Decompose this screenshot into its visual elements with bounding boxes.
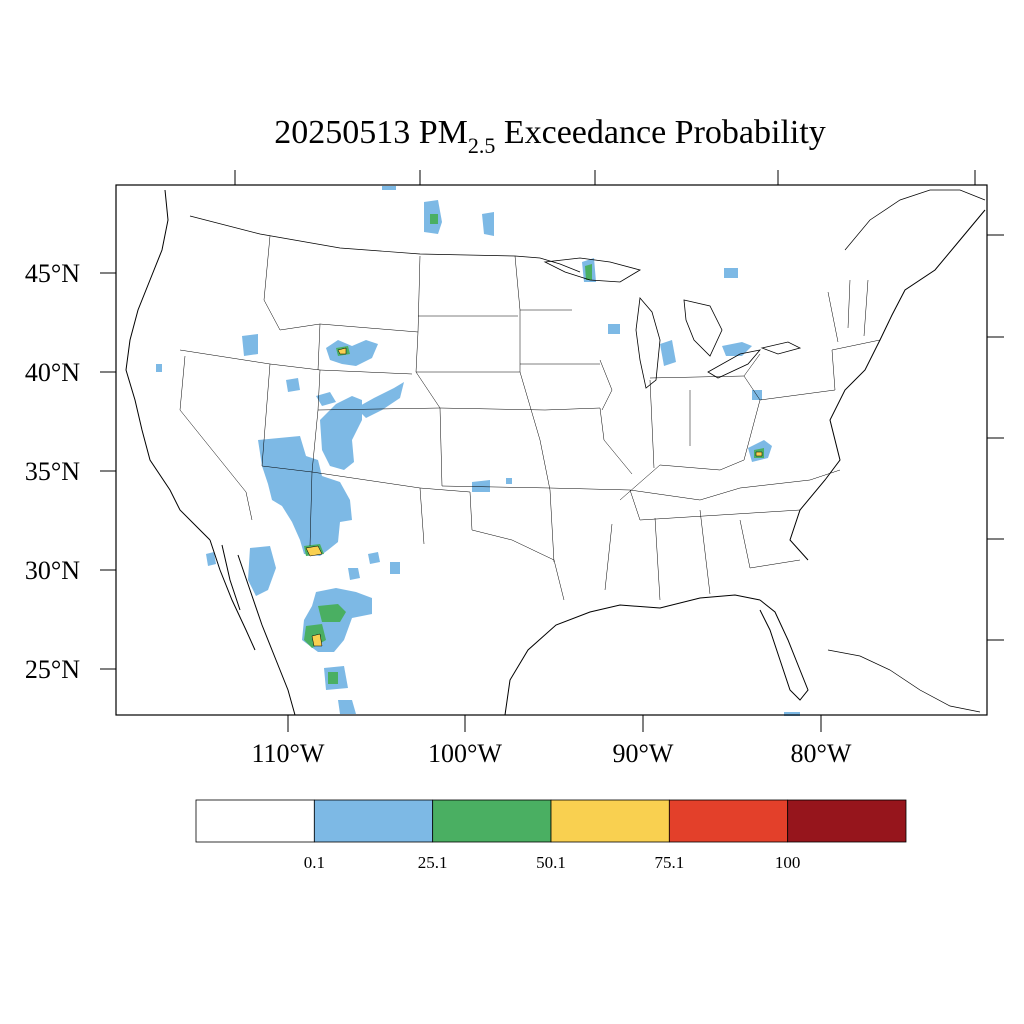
- blob-yellow-wv: [755, 451, 763, 457]
- top-ticks: [234, 170, 976, 185]
- blob-yellow-az: [305, 545, 323, 557]
- blob-ont-east: [724, 268, 738, 278]
- colorbar-swatch: [195, 799, 315, 843]
- state-lines-west: [179, 235, 443, 547]
- lake-erie-outline: [707, 349, 762, 379]
- blob-bigbend: [390, 562, 400, 574]
- colorbar-tick-label: 25.1: [418, 853, 448, 872]
- coast-atlantic: [789, 209, 986, 561]
- title-subscript: 2.5: [468, 133, 496, 158]
- blob-green-chih: [318, 604, 346, 622]
- map-outlines: [125, 189, 986, 716]
- blob-sinaloa: [338, 700, 356, 714]
- blob-baja: [206, 552, 216, 566]
- colorbar-swatch: [668, 799, 789, 843]
- colorbar-swatch: [432, 799, 552, 843]
- lat-labels: 45°N 40°N 35°N 30°N 25°N: [25, 259, 80, 684]
- blob-mi: [660, 340, 676, 366]
- blob-az-nm: [258, 436, 352, 556]
- lake-superior: [543, 257, 642, 283]
- colorbar-swatch: [313, 799, 434, 843]
- lat-label-40: 40°N: [25, 358, 80, 387]
- blob-ok: [472, 480, 490, 492]
- lat-label-30: 30°N: [25, 556, 80, 585]
- coast-gulf: [504, 594, 761, 716]
- blob-ks-ne: [506, 478, 512, 484]
- prob-high-areas: [305, 347, 763, 647]
- blob-nm-south: [368, 552, 380, 564]
- state-lines-east: [649, 279, 881, 469]
- blob-tx-west: [348, 568, 360, 580]
- title-suffix: Exceedance Probability: [495, 114, 825, 151]
- coast-pacific: [125, 189, 211, 541]
- colorbar-tick-label: 0.1: [304, 853, 325, 872]
- state-lines-central: [520, 309, 841, 601]
- coast-mexico-west: [237, 554, 296, 716]
- blob-ont-2: [482, 212, 494, 236]
- islands-cuba: [827, 649, 981, 713]
- blob-yellow-wy: [337, 347, 347, 355]
- lon-label-90: 90°W: [613, 739, 674, 768]
- blob-wy-streak: [356, 382, 404, 418]
- bottom-ticks: [287, 715, 822, 732]
- colorbar-tick-label: 75.1: [654, 853, 684, 872]
- blob-pa: [752, 390, 762, 400]
- coast-baja: [209, 539, 256, 651]
- probability-contours: [156, 186, 800, 716]
- colorbar-swatch: [550, 799, 670, 843]
- coast-canada-ne: [844, 189, 986, 251]
- blob-co-nm: [320, 396, 362, 470]
- state-lines-plains: [415, 255, 555, 563]
- colorbar: 0.1 25.1 50.1 75.1 100: [195, 799, 907, 872]
- figure-title: 20250513 PM2.5 Exceedance Probability: [274, 114, 826, 158]
- title-prefix: 20250513 PM: [274, 114, 468, 151]
- colorbar-tick-label: 50.1: [536, 853, 566, 872]
- lake-michigan: [635, 297, 661, 389]
- lat-label-25: 25°N: [25, 655, 80, 684]
- blob-lake-erie: [722, 342, 752, 356]
- blob-ont-3: [382, 186, 396, 190]
- lon-label-100: 100°W: [428, 739, 502, 768]
- blob-nv: [286, 378, 300, 392]
- blob-green-mn: [585, 264, 592, 280]
- lat-label-35: 35°N: [25, 457, 80, 486]
- lake-huron: [683, 299, 723, 357]
- lon-label-80: 80°W: [791, 739, 852, 768]
- blob-mx-sonora: [248, 546, 276, 596]
- colorbar-swatch: [787, 799, 907, 843]
- state-lines-south: [604, 459, 801, 601]
- coast-florida: [759, 599, 809, 701]
- blob-pac: [156, 364, 162, 372]
- left-ticks: [100, 272, 116, 670]
- map-frame: [115, 184, 988, 716]
- lat-label-45: 45°N: [25, 259, 80, 288]
- lon-label-110: 110°W: [252, 739, 325, 768]
- blob-ut: [316, 392, 336, 406]
- blob-wi: [608, 324, 620, 334]
- blob-wy: [326, 340, 378, 366]
- blob-id: [242, 334, 258, 356]
- state-boundaries: [179, 235, 881, 601]
- blob-green-ont: [430, 214, 438, 224]
- prob-low-areas: [156, 186, 800, 716]
- prob-mid-areas: [304, 214, 764, 684]
- lake-ontario: [760, 341, 802, 355]
- colorbar-tick-label: 100: [775, 853, 801, 872]
- blob-green-dgo: [328, 672, 338, 684]
- lon-labels: 110°W 100°W 90°W 80°W: [252, 739, 852, 768]
- border-canada-us: [189, 215, 581, 273]
- blob-yellow-chih: [311, 633, 323, 647]
- right-ticks: [987, 234, 1004, 641]
